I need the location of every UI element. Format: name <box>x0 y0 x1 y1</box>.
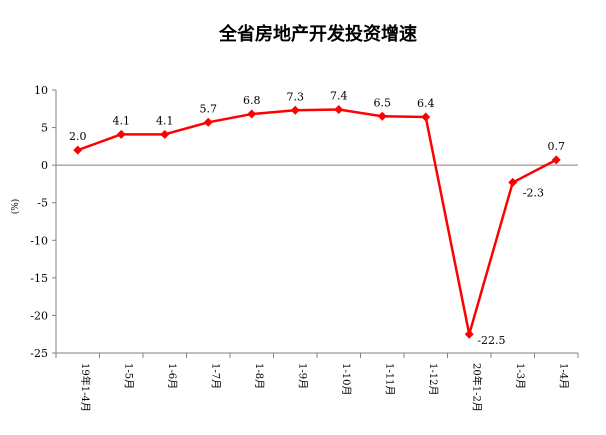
data-label: 4.1 <box>156 114 174 127</box>
data-point <box>464 329 474 339</box>
data-point <box>508 177 518 187</box>
data-label: -2.3 <box>523 186 544 199</box>
data-label: 4.1 <box>113 114 131 127</box>
x-tick-label: 1-5月 <box>122 363 134 389</box>
y-tick-label: -25 <box>30 347 48 360</box>
data-label: -22.5 <box>477 334 505 347</box>
x-tick-label: 1-6月 <box>166 363 178 389</box>
data-point <box>247 109 257 119</box>
data-label: 7.4 <box>330 90 348 103</box>
x-tick-label: 1-3月 <box>514 363 526 389</box>
data-point <box>160 129 170 139</box>
data-label: 5.7 <box>200 102 218 115</box>
data-point <box>73 145 83 155</box>
x-tick-label: 19年1-4月 <box>79 363 92 412</box>
y-axis-label: (%) <box>10 199 21 215</box>
y-tick-label: 0 <box>41 159 48 172</box>
y-tick-label: -20 <box>30 309 48 322</box>
x-tick-label: 1-9月 <box>296 363 308 389</box>
data-label: 6.8 <box>243 94 261 107</box>
x-tick-label: 1-11月 <box>383 363 395 395</box>
data-label: 0.7 <box>548 140 566 153</box>
data-point <box>551 155 561 165</box>
y-tick-label: 10 <box>34 84 48 97</box>
chart-title: 全省房地产开发投资增速 <box>218 23 417 45</box>
x-tick-label: 1-4月 <box>557 363 569 389</box>
data-labels: 2.0 4.1 4.1 5.7 6.8 7.3 7.4 6.5 6.4 -22.5 -2.3 0.7 <box>69 90 565 348</box>
series-line <box>73 105 561 339</box>
axes: 10 5 0 -5 -10 -15 -20 -25 (%) 19年1-4月 1-5月 1-6月 1-7月… <box>10 84 579 412</box>
data-label: 2.0 <box>69 130 87 143</box>
x-tick-label: 1-10月 <box>340 363 352 395</box>
x-tick-label: 1-7月 <box>209 363 221 389</box>
y-tick-label: 5 <box>41 122 48 135</box>
data-label: 6.5 <box>374 96 392 109</box>
y-tick-label: -15 <box>30 272 48 285</box>
data-point <box>203 117 213 127</box>
data-point <box>421 112 431 122</box>
y-tick-label: -5 <box>37 197 48 210</box>
x-tick-label: 1-12月 <box>427 363 439 395</box>
data-label: 6.4 <box>417 97 435 110</box>
data-label: 7.3 <box>287 90 305 103</box>
series-line-path <box>77 108 557 336</box>
data-point <box>334 105 344 115</box>
y-tick-label: -10 <box>30 234 48 247</box>
x-tick-label: 1-8月 <box>253 363 265 389</box>
data-point <box>377 111 387 121</box>
data-point <box>290 105 300 115</box>
x-tick-label: 20年1-2月 <box>470 363 483 412</box>
data-point <box>116 129 126 139</box>
